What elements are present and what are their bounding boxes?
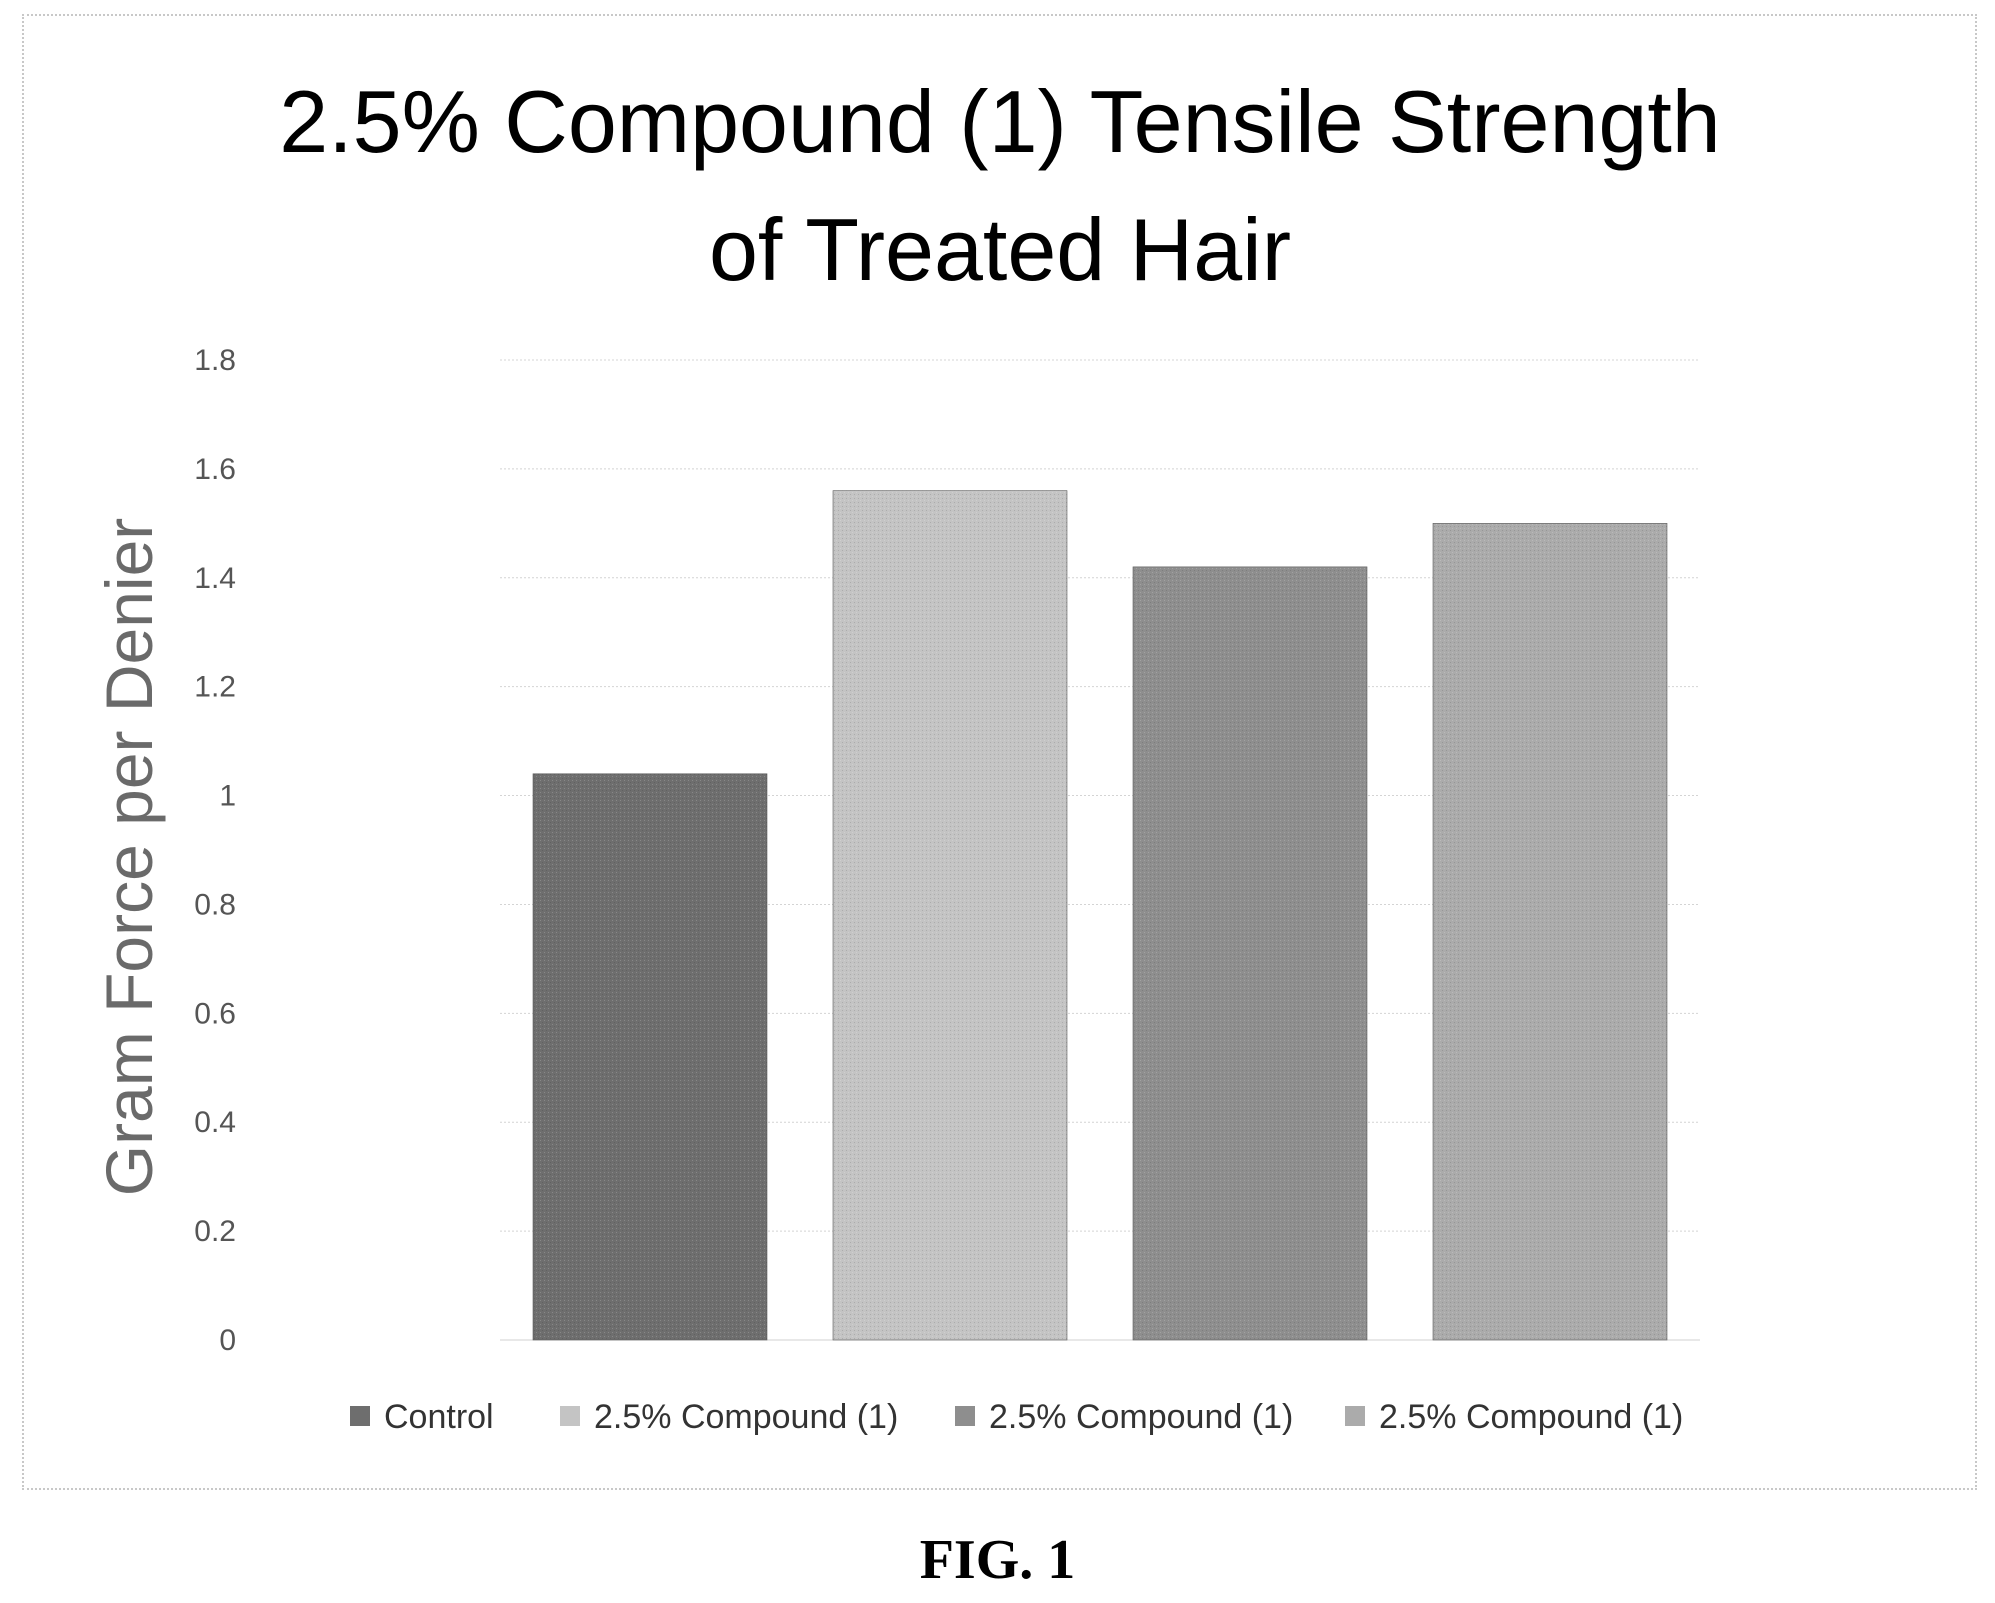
bar-texture-4 xyxy=(1433,523,1667,1340)
bar-texture-2 xyxy=(833,490,1067,1341)
legend-swatch-1 xyxy=(350,1406,370,1426)
chart-title-line-2: of Treated Hair xyxy=(709,200,1291,299)
y-axis-label: Gram Force per Denier xyxy=(92,518,166,1197)
y-tick-label: 1.4 xyxy=(194,562,236,595)
y-axis-ticks: 0 0.2 0.4 0.6 0.8 1 1.2 1.4 1.6 1.8 xyxy=(194,344,236,1357)
legend-swatch-4 xyxy=(1345,1406,1365,1426)
legend-swatch-3 xyxy=(955,1406,975,1426)
y-tick-label: 1.6 xyxy=(194,453,236,486)
chart-title-line-1: 2.5% Compound (1) Tensile Strength xyxy=(279,72,1720,171)
y-tick-label: 0.2 xyxy=(194,1215,236,1248)
bar-texture-3 xyxy=(1133,566,1367,1340)
bar-chart: 2.5% Compound (1) Tensile Strength of Tr… xyxy=(92,72,1721,1436)
bars xyxy=(532,490,1668,1341)
chart-frame xyxy=(22,14,1977,1490)
y-tick-label: 1 xyxy=(219,780,236,813)
legend: Control 2.5% Compound (1) 2.5% Compound (1… xyxy=(350,1398,1683,1436)
bar-texture-1 xyxy=(533,773,767,1340)
y-tick-label: 0.6 xyxy=(194,997,236,1030)
y-tick-label: 0 xyxy=(219,1324,236,1357)
legend-label-1: Control xyxy=(384,1398,494,1436)
legend-label-4: 2.5% Compound (1) xyxy=(1379,1398,1683,1436)
y-tick-label: 1.8 xyxy=(194,344,236,377)
legend-label-2: 2.5% Compound (1) xyxy=(594,1398,898,1436)
y-tick-label: 0.4 xyxy=(194,1106,236,1139)
legend-label-3: 2.5% Compound (1) xyxy=(989,1398,1293,1436)
y-tick-label: 0.8 xyxy=(194,888,236,921)
legend-swatch-2 xyxy=(560,1406,580,1426)
y-tick-label: 1.2 xyxy=(194,671,236,704)
figure-caption: FIG. 1 xyxy=(919,1529,1076,1591)
